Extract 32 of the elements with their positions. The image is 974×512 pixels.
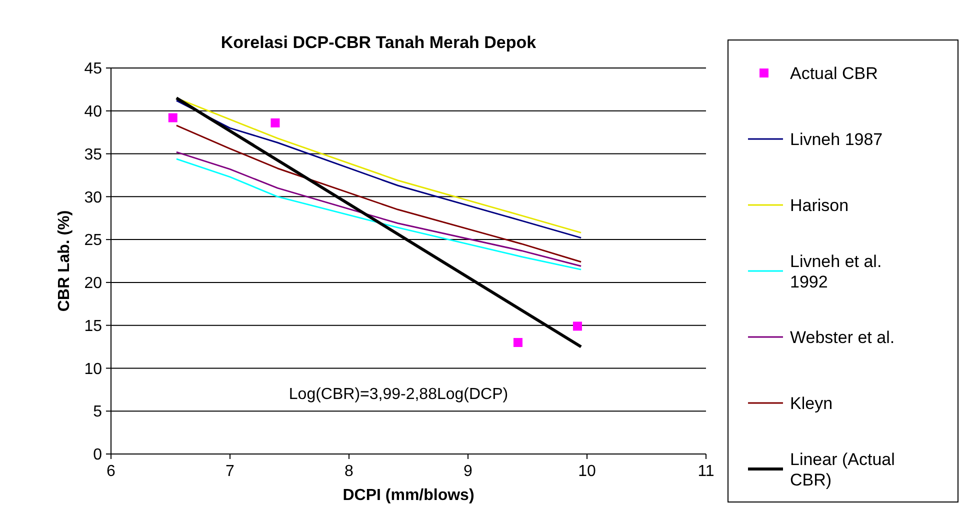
annotation: Log(CBR)=3,99-2,88Log(DCP) [288, 386, 508, 403]
chart-title: Korelasi DCP-CBR Tanah Merah Depok [220, 33, 537, 52]
y-tick-label: 40 [84, 103, 102, 120]
point [572, 322, 582, 331]
point [513, 338, 522, 347]
y-tick-label: 25 [84, 232, 102, 250]
legend-label: Webster et al. [790, 328, 895, 347]
point [270, 118, 280, 128]
x-tick-label: 10 [578, 463, 596, 480]
legend-label: Actual CBR [790, 64, 878, 83]
legend-label: Livneh et al. 1992 [790, 252, 882, 292]
x-tick-label: 8 [344, 463, 354, 480]
y-tick-label: 30 [84, 189, 102, 206]
point [168, 113, 178, 122]
y-tick-label: 20 [84, 275, 102, 292]
y-tick-label: 10 [84, 360, 102, 378]
x-tick-label: 11 [698, 463, 714, 480]
y-tick-label: 5 [93, 404, 102, 421]
line-series [176, 124, 582, 263]
legend-label: Kleyn [790, 394, 833, 413]
y-tick-label: 35 [84, 146, 102, 164]
x-tick-label: 7 [226, 463, 235, 480]
legend-label: Harison [790, 196, 849, 215]
y-axis-title: CBR Lab. (%) [56, 210, 73, 312]
x-axis-title: DCPI (mm/blows) [342, 487, 474, 504]
legend-label: Livneh 1987 [790, 130, 883, 149]
legend-label: Linear (Actual CBR) [790, 450, 895, 490]
y-tick-label: 0 [93, 446, 102, 464]
y-tick-label: 45 [84, 60, 102, 78]
x-tick-label: 6 [106, 463, 116, 480]
y-tick-label: 15 [84, 318, 102, 335]
x-tick-label: 9 [464, 463, 473, 480]
